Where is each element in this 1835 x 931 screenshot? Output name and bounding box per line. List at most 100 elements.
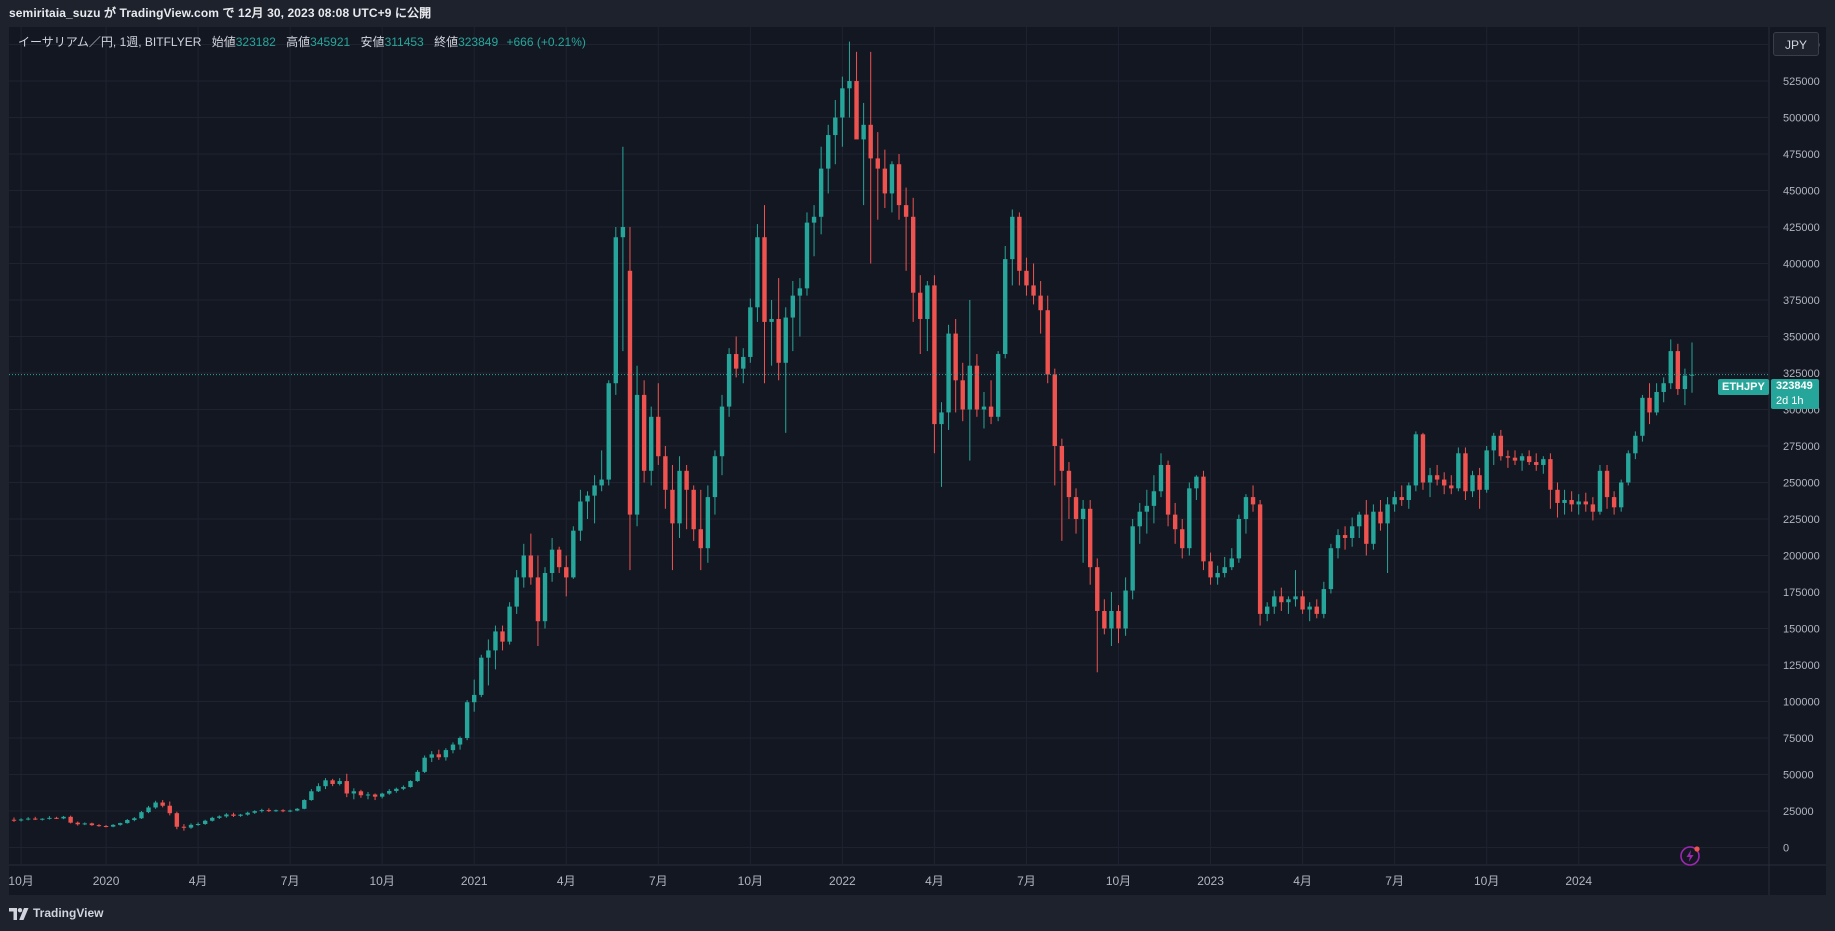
candle-body [266, 810, 272, 812]
candle-body [1371, 511, 1376, 544]
candle-body [1307, 606, 1312, 610]
candle-body [1187, 488, 1192, 549]
symbol-title[interactable]: イーサリアム／円, 1週, BITFLYER [18, 35, 202, 49]
candle-body [974, 365, 980, 410]
x-tick-label: 10月 [1474, 874, 1499, 888]
candle-body [1364, 514, 1369, 544]
y-tick-label: 100000 [1783, 696, 1820, 708]
open-label: 始値 [211, 35, 236, 49]
candle-body [259, 810, 265, 812]
candlestick-chart[interactable]: 10月 2020 4月 7月 10月 2021 4月 7月 10月 2022 4月 7月 10月 2023… [9, 27, 1826, 895]
candle-body [118, 823, 123, 825]
candle-body [365, 794, 371, 796]
candle-body [472, 694, 477, 703]
candle-body [748, 307, 753, 357]
x-tick-label: 10月 [9, 874, 34, 888]
candle-body [755, 237, 760, 308]
candle-body [1052, 374, 1057, 446]
candle-body [1229, 558, 1234, 568]
candle-body [960, 380, 965, 410]
candle-body [811, 216, 817, 223]
candle-body [1342, 535, 1348, 538]
candle-body [287, 810, 293, 812]
candle-body [1003, 259, 1008, 355]
candle-body [457, 737, 463, 745]
candle-body [698, 529, 703, 549]
candle-body [868, 124, 873, 159]
candle-body [1250, 497, 1256, 505]
candle-body [712, 456, 718, 498]
candle-body [981, 406, 987, 410]
candle-body [1321, 589, 1327, 614]
candle-body [1116, 610, 1121, 629]
candle-body [302, 800, 307, 809]
candle-body [818, 168, 824, 217]
y-tick-label: 250000 [1783, 477, 1820, 489]
candle-body [1123, 590, 1128, 629]
candle-body [40, 818, 45, 820]
candle-body [1385, 504, 1390, 524]
candle-body [1647, 397, 1652, 413]
candle-body [1661, 383, 1666, 392]
candle-body [132, 818, 137, 821]
candle-body [486, 650, 491, 658]
y-tick-label: 0 [1783, 842, 1789, 854]
y-tick-label: 375000 [1783, 295, 1820, 307]
candle-body [394, 788, 399, 791]
candle-body [295, 808, 300, 811]
candle-body [939, 412, 944, 425]
candle-body [252, 811, 257, 813]
tradingview-logo-icon[interactable] [9, 907, 29, 920]
candle-body [762, 237, 767, 322]
candle-body [1073, 497, 1079, 519]
candle-body [1668, 351, 1673, 384]
candle-body [571, 530, 576, 578]
y-axis: 0 25000 50000 75000 100000 125000 150000 175000… [1783, 40, 1820, 855]
candle-body [1335, 535, 1341, 549]
candle-body [1555, 489, 1560, 503]
candle-body [464, 702, 470, 738]
y-tick-label: 75000 [1783, 733, 1814, 745]
candle-body [790, 295, 796, 318]
currency-button[interactable]: JPY [1773, 32, 1819, 56]
candle-body [1215, 573, 1220, 578]
candle-body [429, 754, 434, 758]
candle-body [578, 501, 583, 531]
candle-body [443, 750, 449, 758]
candle-body [1611, 497, 1617, 508]
candle-body [875, 158, 880, 169]
candle-body [1095, 567, 1100, 611]
y-tick-label: 50000 [1783, 769, 1814, 781]
candle-body [542, 573, 548, 622]
candle-body [1548, 459, 1553, 490]
candle-body [1087, 508, 1093, 568]
candle-body [47, 817, 52, 819]
brand-name[interactable]: TradingView [33, 906, 104, 920]
candle-body [889, 164, 895, 194]
candle-body [599, 479, 604, 486]
candle-body [323, 780, 328, 787]
last-price-tag: 323849 2d 1h [1771, 379, 1819, 409]
candle-body [613, 237, 619, 384]
candle-body [988, 406, 994, 417]
y-tick-label: 525000 [1783, 76, 1820, 88]
low-value: 311453 [384, 35, 424, 49]
candle-body [649, 416, 654, 471]
candle-body [606, 383, 611, 480]
candle-body [670, 489, 675, 524]
candle-body [103, 826, 109, 828]
candle-body [925, 285, 930, 319]
x-tick-label: 10月 [369, 874, 394, 888]
bar-countdown: 2d 1h [1776, 395, 1804, 407]
candle-body [1300, 596, 1305, 610]
candle-body [1626, 453, 1631, 483]
lightning-bolt-icon[interactable] [1679, 845, 1701, 867]
candle-body [627, 270, 633, 515]
candle-body [1272, 596, 1277, 607]
candle-body [535, 577, 541, 622]
x-tick-label: 4月 [189, 874, 208, 888]
y-tick-label: 25000 [1783, 806, 1814, 818]
candle-body [826, 135, 831, 169]
candle-body [1017, 216, 1022, 271]
candle-body [1066, 470, 1072, 498]
